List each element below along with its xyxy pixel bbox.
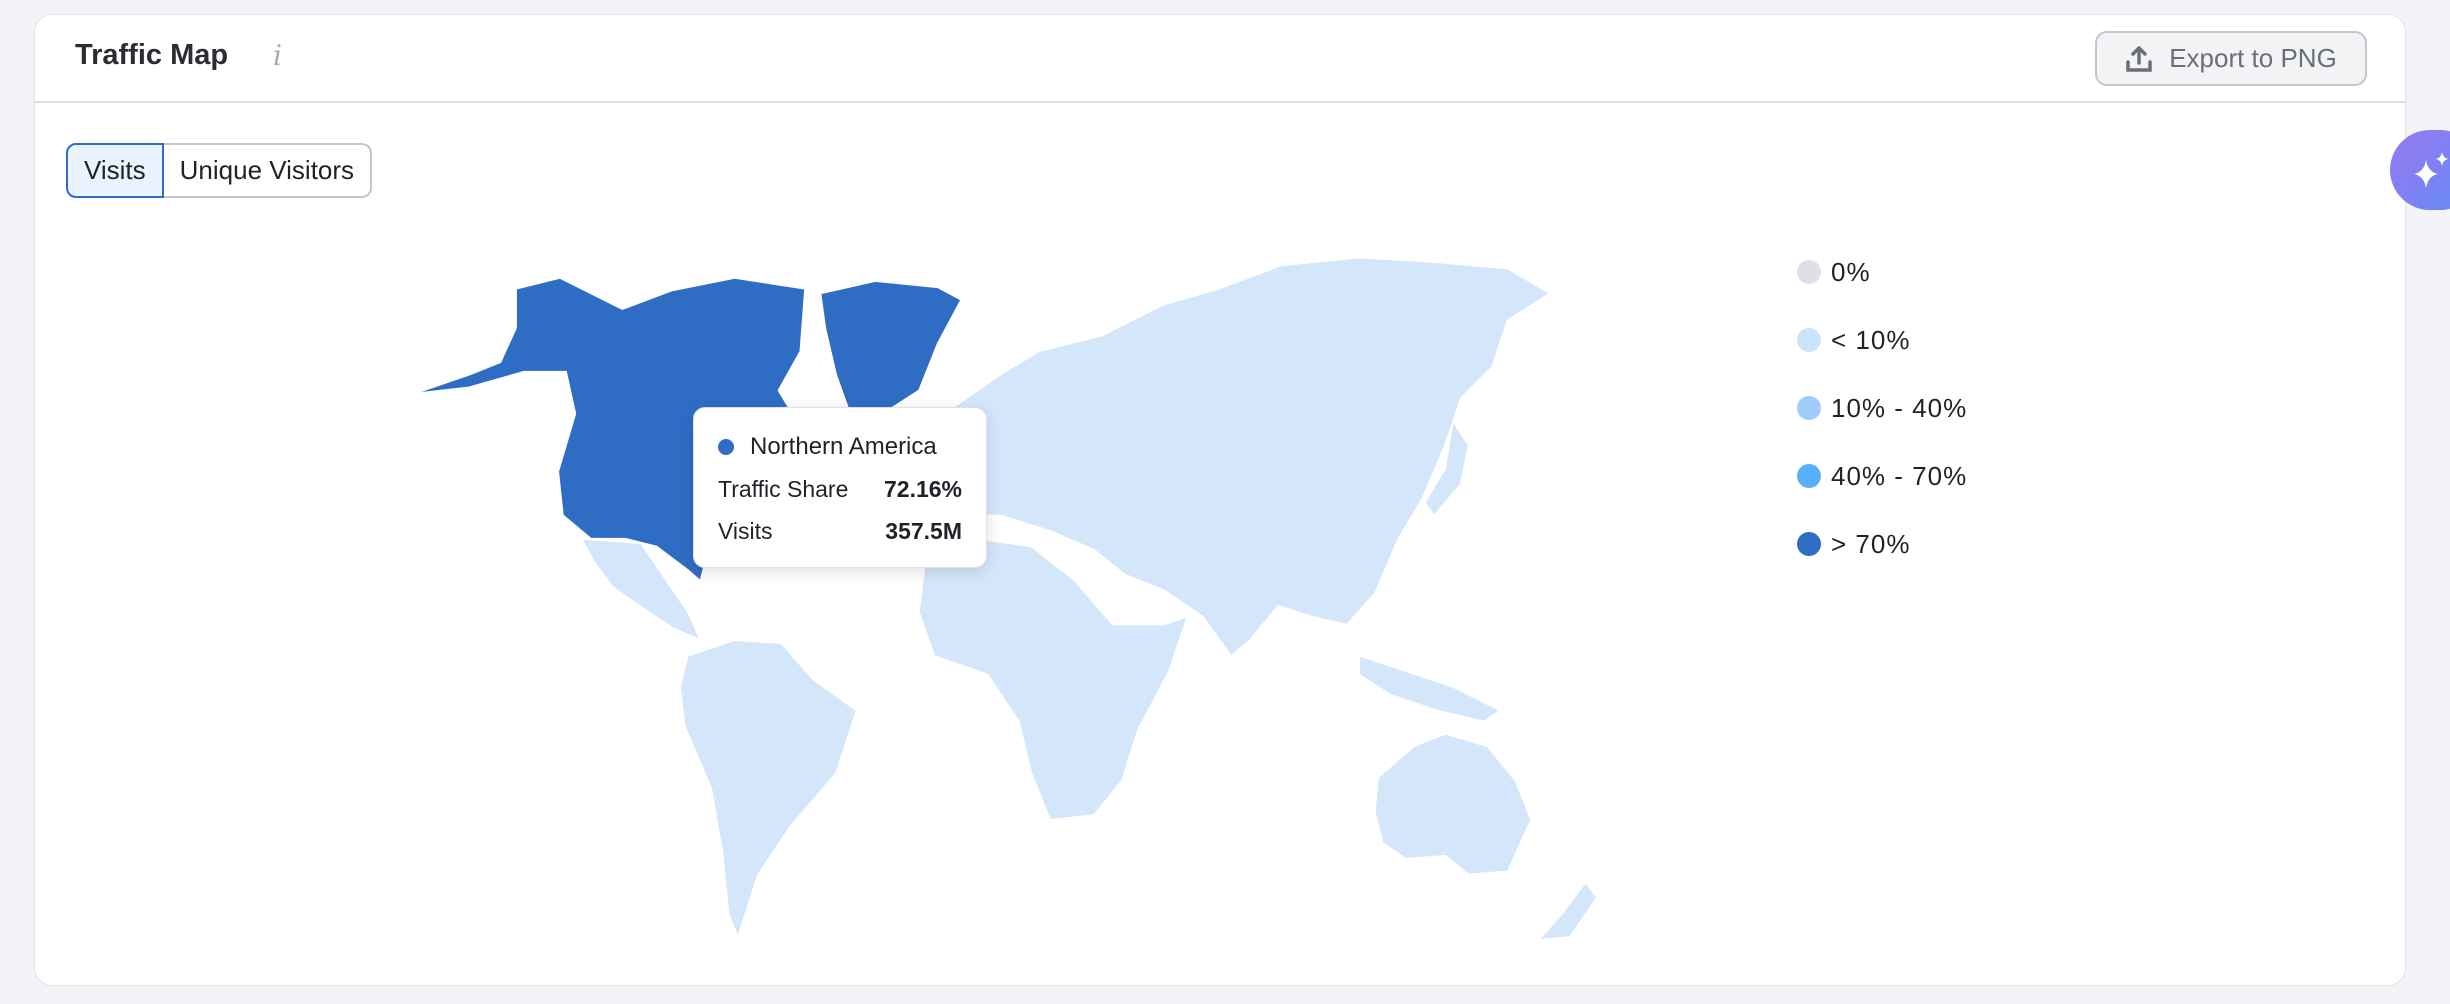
legend-swatch: [1797, 464, 1821, 488]
map-legend: 0% < 10% 10% - 40% 40% - 70% > 70%: [1797, 238, 1967, 578]
legend-item: < 10%: [1797, 306, 1967, 374]
legend-swatch: [1797, 260, 1821, 284]
region-central-america[interactable]: [580, 537, 702, 642]
region-south-america[interactable]: [679, 639, 858, 940]
tooltip-region: Northern America: [750, 433, 937, 460]
legend-label: 40% - 70%: [1831, 460, 1968, 491]
tooltip-visits-label: Visits: [718, 517, 773, 544]
tooltip-visits-value: 357.5M: [885, 517, 962, 544]
upload-icon: [2126, 45, 2152, 72]
export-label: Export to PNG: [2169, 43, 2337, 73]
region-japan[interactable]: [1423, 419, 1470, 517]
region-tooltip: Northern America Traffic Share 72.16% Vis…: [693, 407, 987, 568]
ai-assistant-button[interactable]: [2390, 130, 2450, 210]
region-australia[interactable]: [1374, 733, 1532, 876]
card-header: Traffic Map i Export to PNG: [35, 15, 2405, 103]
legend-label: > 70%: [1831, 528, 1911, 559]
tooltip-share-label: Traffic Share: [718, 475, 849, 502]
legend-swatch: [1797, 328, 1821, 352]
legend-item: 40% - 70%: [1797, 442, 1967, 510]
region-color-dot: [718, 439, 734, 455]
tab-unique-visitors[interactable]: Unique Visitors: [163, 143, 373, 198]
card-title: Traffic Map: [75, 39, 229, 71]
metric-toggle: Visits Unique Visitors: [66, 143, 373, 198]
legend-item: 10% - 40%: [1797, 374, 1967, 442]
legend-label: 0%: [1831, 256, 1871, 287]
region-new-zealand[interactable]: [1536, 880, 1598, 941]
legend-swatch: [1797, 532, 1821, 556]
legend-label: < 10%: [1831, 324, 1911, 355]
region-europe-asia[interactable]: [933, 256, 1552, 657]
legend-label: 10% - 40%: [1831, 392, 1968, 423]
export-png-button[interactable]: Export to PNG: [2095, 31, 2367, 86]
region-southeast-asia[interactable]: [1358, 654, 1502, 723]
tooltip-share-value: 72.16%: [883, 475, 962, 502]
info-icon[interactable]: i: [273, 39, 282, 72]
tab-visits[interactable]: Visits: [66, 143, 164, 198]
legend-item: > 70%: [1797, 510, 1967, 578]
region-africa[interactable]: [918, 537, 1189, 821]
legend-swatch: [1797, 396, 1821, 420]
legend-item: 0%: [1797, 238, 1967, 306]
sparkle-icon: [2414, 152, 2448, 188]
